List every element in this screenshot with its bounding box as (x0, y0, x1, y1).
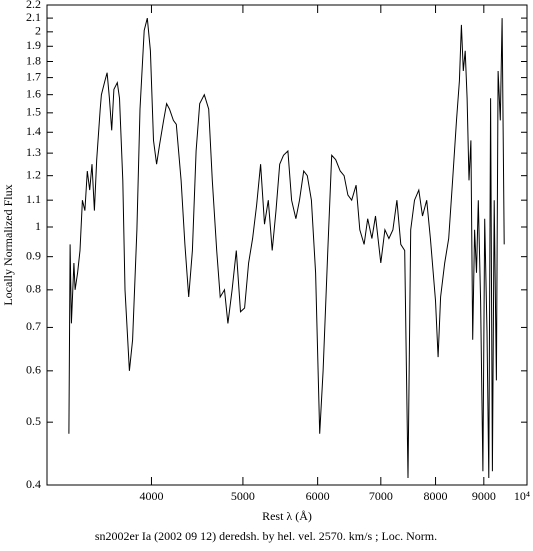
x-axis-label: Rest λ (Å) (262, 509, 312, 523)
caption: sn2002er Ia (2002 09 12) deredsh. by hel… (95, 529, 437, 543)
y-tick-label: 1.1 (26, 192, 41, 206)
spectrum-line (68, 17, 505, 479)
y-tick-label: 0.8 (26, 282, 41, 296)
plot-frame (46, 4, 528, 486)
y-tick-label: 1.2 (26, 167, 41, 181)
x-tick-label: 6000 (306, 489, 330, 503)
x-tick-label: 9000 (472, 489, 496, 503)
y-tick-label: 1.8 (26, 53, 41, 67)
y-tick-label: 0.6 (26, 363, 41, 377)
y-tick-label: 1.3 (26, 145, 41, 159)
y-tick-label: 1.9 (26, 38, 41, 52)
y-tick-label: 0.9 (26, 248, 41, 262)
y-tick-label: 1.6 (26, 86, 41, 100)
y-tick-label: 1.5 (26, 105, 41, 119)
y-tick-label: 1.7 (26, 69, 41, 83)
x-tick-label: 10⁴ (514, 489, 530, 503)
y-tick-label: 2.2 (26, 0, 41, 11)
y-tick-label: 1 (35, 219, 41, 233)
y-tick-label: 0.7 (26, 319, 41, 333)
x-tick-label: 7000 (369, 489, 393, 503)
y-tick-label: 0.4 (26, 477, 41, 491)
x-tick-label: 4000 (139, 489, 163, 503)
x-tick-label: 8000 (424, 489, 448, 503)
y-tick-label: 2 (35, 24, 41, 38)
x-tick-label: 5000 (231, 489, 255, 503)
y-tick-label: 1.4 (26, 124, 41, 138)
y-axis-label: Locally Normalized Flux (1, 184, 15, 305)
y-tick-label: 2.1 (26, 10, 41, 24)
y-tick-label: 0.5 (26, 414, 41, 428)
